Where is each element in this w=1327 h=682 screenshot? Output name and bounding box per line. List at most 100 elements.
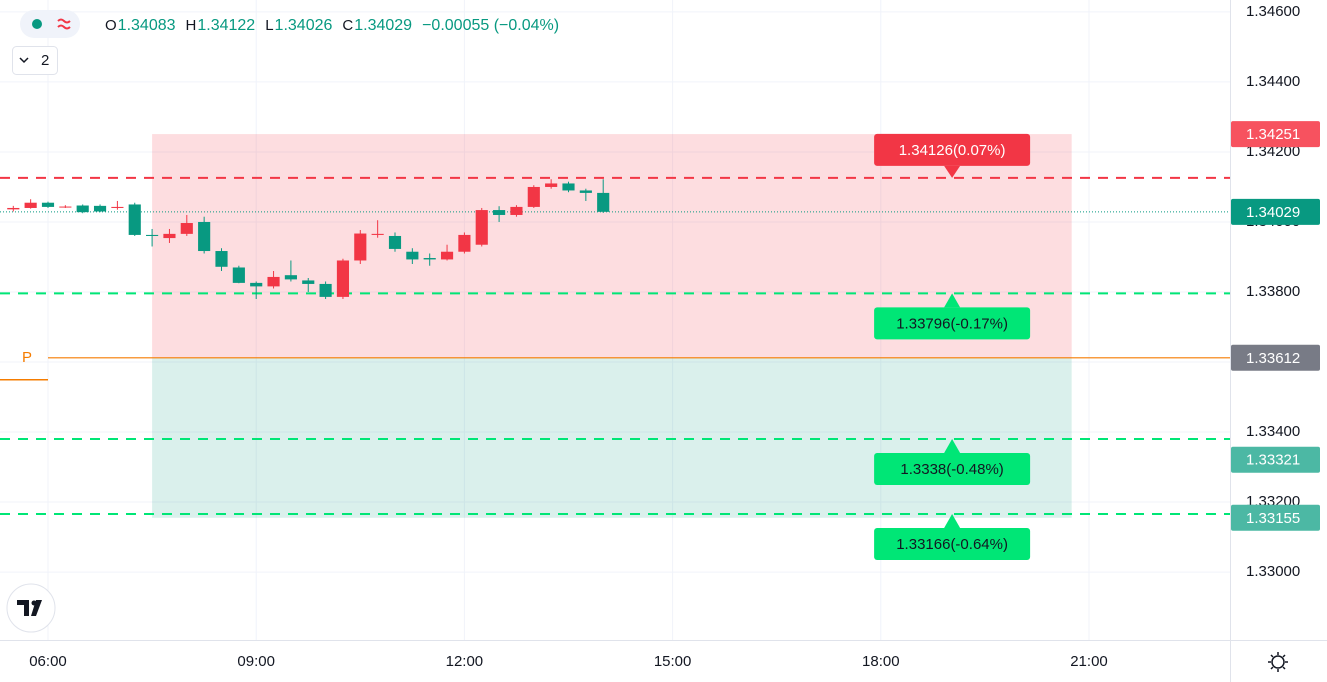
level-tag-box — [874, 307, 1031, 340]
y-tick-label: 1.33000 — [1246, 563, 1300, 580]
level-tag-box — [874, 133, 1031, 166]
candle-body — [527, 186, 540, 207]
x-tick-label: 21:00 — [1070, 653, 1108, 670]
header-key: L — [265, 17, 273, 34]
candle-body — [440, 251, 454, 260]
candle-body — [458, 234, 471, 252]
candle-body — [250, 282, 263, 287]
header-value: 1.34029 — [354, 17, 412, 34]
candle-body — [128, 204, 141, 235]
level-tag-box — [874, 453, 1031, 486]
candle-body — [475, 210, 488, 245]
level-tag: 1.33796(-0.17%) — [874, 293, 1031, 340]
candle-body — [302, 280, 315, 284]
header-key: O — [105, 17, 117, 34]
level-tag: 1.34126(0.07%) — [874, 133, 1031, 178]
header-value: 1.34083 — [118, 17, 176, 34]
x-tick-label: 09:00 — [237, 653, 275, 670]
level-tag-pointer — [944, 165, 961, 178]
price-badge — [1231, 344, 1320, 371]
gear-teeth — [1268, 652, 1288, 672]
y-tick-label: 1.34200 — [1246, 143, 1300, 160]
candle-body — [336, 260, 350, 297]
logo-button[interactable] — [6, 583, 56, 633]
candle-body — [319, 283, 332, 297]
y-tick-label: 1.34400 — [1246, 73, 1300, 90]
level-tag-pointer — [944, 293, 961, 308]
front-layer: 1.34126(0.07%) 1.33796(-0.17%) 1.3338(-0.4… — [7, 121, 1320, 560]
candle-body — [406, 251, 419, 260]
level-tag-pointer — [944, 439, 961, 454]
candle-body — [163, 233, 176, 239]
y-tick-label: 1.34600 — [1246, 3, 1300, 20]
candle-body — [7, 207, 20, 210]
x-tick-label: 12:00 — [446, 653, 484, 670]
candle-body — [562, 183, 575, 191]
level-tag-label: 1.3338(-0.48%) — [900, 461, 1003, 478]
candle-body — [232, 267, 245, 283]
header-key: C — [342, 17, 353, 34]
candle-body — [493, 210, 506, 215]
level-tag: 1.33166(-0.64%) — [874, 513, 1031, 560]
target-zone — [152, 357, 1072, 518]
candle-body — [59, 206, 72, 208]
settings-icon[interactable] — [1268, 652, 1288, 672]
price-badge — [1231, 446, 1320, 473]
candle-body — [111, 206, 124, 208]
candle-body — [388, 235, 402, 249]
x-tick-label: 06:00 — [29, 653, 67, 670]
candle-body — [267, 276, 280, 287]
price-badge — [1231, 504, 1320, 531]
candle-body — [579, 190, 592, 193]
candle-body — [597, 192, 610, 212]
y-tick-label: 1.33800 — [1246, 283, 1300, 300]
level-tag-pointer — [944, 513, 961, 528]
level-tag-label: 1.33166(-0.64%) — [896, 536, 1008, 553]
ohlc-header: O 1.34083 H 1.34122 L 1.34026 C 1.34029 −0.00055… — [105, 17, 559, 34]
x-tick-label: 18:00 — [862, 653, 900, 670]
candle-body — [354, 233, 367, 261]
candle-body — [41, 202, 55, 207]
status-pill[interactable] — [20, 10, 80, 38]
back-layer: 1.330001.332001.334001.336001.338001.340… — [0, 0, 1300, 670]
price-badge-label: 1.34029 — [1246, 204, 1300, 221]
candle-body — [371, 233, 384, 235]
y-tick-label: 1.33400 — [1246, 423, 1300, 440]
candle-body — [545, 183, 558, 187]
status-dot — [32, 19, 42, 29]
status-icon — [57, 18, 71, 30]
x-tick-label: 15:00 — [654, 653, 692, 670]
header-value: −0.00055 (−0.04%) — [422, 17, 559, 34]
candle-body — [180, 223, 193, 234]
price-badge — [1231, 121, 1320, 148]
candle-body — [146, 234, 159, 236]
level-tag-label: 1.34126(0.07%) — [899, 142, 1006, 159]
candle-body — [423, 258, 436, 260]
indicator-toggle[interactable] — [12, 46, 58, 75]
level-tag-box — [874, 527, 1031, 560]
candle-body — [24, 202, 37, 208]
price-badge-label: 1.34251 — [1246, 126, 1300, 143]
logo-dot — [31, 600, 37, 606]
price-badge-label: 1.33155 — [1246, 510, 1300, 527]
candle-body — [93, 205, 107, 212]
header-value: 1.34026 — [275, 17, 333, 34]
mid-layer: P — [0, 134, 1230, 518]
level-tag: 1.3338(-0.48%) — [874, 439, 1031, 486]
price-badge-label: 1.33321 — [1246, 452, 1300, 469]
candle-body — [215, 251, 228, 267]
candle-body — [284, 275, 297, 280]
level-tag-label: 1.33796(-0.17%) — [896, 315, 1008, 332]
header-value: 1.34122 — [197, 17, 255, 34]
price-badge-label: 1.33612 — [1246, 350, 1300, 367]
chevron — [19, 57, 29, 64]
candle-body — [510, 206, 523, 215]
entry-label: P — [22, 349, 32, 366]
header-key: H — [186, 17, 197, 34]
price-badge — [1231, 198, 1320, 225]
gear — [1271, 655, 1285, 669]
candle-body — [198, 221, 211, 252]
